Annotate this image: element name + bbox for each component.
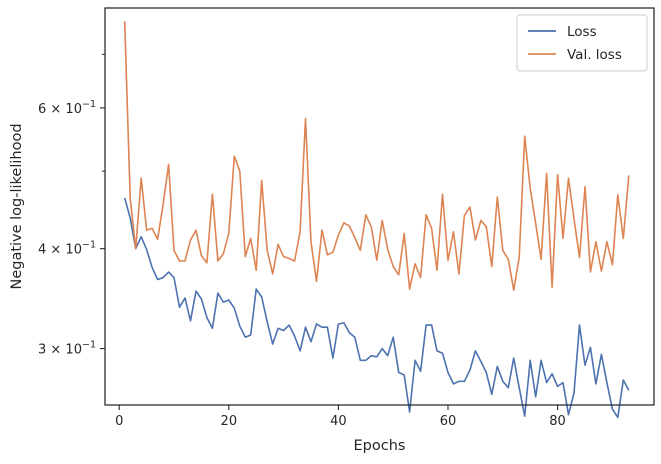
x-tick-label: 80 [549,414,566,429]
y-axis-label: Negative log-likelihood [9,123,25,289]
y-tick-label-base: 6 × 10 [38,102,82,117]
y-tick-label: 3 × 10−1 [38,340,96,358]
plot-frame [104,7,655,406]
y-tick-label-exponent: −1 [82,340,96,351]
series-layer [123,21,630,419]
x-axis-ticks: 0 20 40 60 80 [115,405,566,429]
y-tick-label: 4 × 10−1 [38,240,96,258]
y-tick-label-base: 4 × 10 [38,243,82,258]
legend-label: Val. loss [567,47,622,63]
x-tick-label: 20 [221,414,238,429]
x-tick-label: 40 [330,414,347,429]
x-axis-label: Epochs [354,438,406,454]
y-tick-label-exponent: −1 [82,99,96,110]
y-tick-label-exponent: −1 [82,240,96,251]
series-line-loss [123,197,630,419]
series-line-val-loss [123,21,630,291]
legend: Loss Val. loss [516,14,648,72]
x-tick-label: 60 [440,414,457,429]
y-tick-label-base: 3 × 10 [38,343,82,358]
x-tick-label: 0 [115,414,123,429]
y-tick-label: 6 × 10−1 [38,99,96,117]
y-axis-ticks: 3 × 10−14 × 10−16 × 10−1 [38,53,105,358]
legend-label: Loss [567,24,597,40]
legend-box [516,14,648,72]
